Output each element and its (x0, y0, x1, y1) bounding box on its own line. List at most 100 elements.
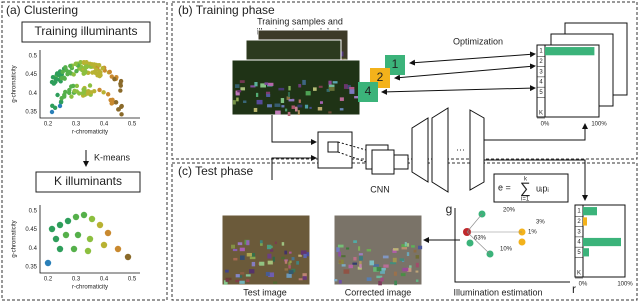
photo-texture (249, 269, 255, 274)
bar (583, 207, 597, 216)
photo-texture (338, 251, 341, 257)
photo-texture (380, 277, 384, 282)
point-label: 63% (474, 236, 487, 242)
cluster-dot (96, 221, 104, 229)
x-tick-label: 0.5 (128, 122, 137, 128)
panel-b-title: (b) Training phase (178, 3, 275, 17)
photo-texture (401, 247, 408, 250)
class-label: 1 (539, 49, 543, 55)
sample-dot (57, 103, 63, 109)
photo-texture (358, 256, 363, 261)
sample-dot (54, 71, 60, 76)
photo-texture (259, 240, 263, 244)
panel-c-title: (c) Test phase (178, 164, 253, 178)
cluster-dot (72, 213, 80, 221)
photo-texture (393, 271, 397, 276)
photo-texture (392, 257, 397, 263)
photo-texture (288, 262, 291, 267)
photo-texture (288, 251, 292, 254)
panel-b-frame (171, 1, 638, 160)
photo-texture (406, 267, 412, 272)
photo-texture (298, 278, 303, 281)
photo-texture (270, 249, 274, 252)
photo-texture (297, 110, 300, 115)
cluster-dot (88, 215, 96, 223)
photo-texture (243, 100, 247, 104)
photo-texture (225, 269, 229, 273)
formula-term: uᵢpᵢ (536, 183, 549, 193)
photo-texture (303, 253, 307, 259)
sample-dot (63, 89, 68, 95)
formula-sum: ∑ (520, 180, 531, 197)
photo-texture (359, 261, 362, 266)
photo-texture (349, 86, 355, 90)
class-label: K (539, 110, 543, 116)
g-axis-label: g (446, 202, 453, 216)
sample-dot (74, 68, 79, 74)
photo-texture (346, 85, 351, 89)
photo-texture (232, 248, 238, 252)
photo-texture (337, 244, 344, 248)
photo-texture (275, 110, 281, 115)
photo-texture (291, 257, 295, 261)
photo-texture (297, 104, 303, 108)
photo-texture (334, 279, 338, 282)
y-tick-label: 0.35 (25, 110, 37, 116)
photo-texture (298, 84, 302, 88)
sample-dot (94, 67, 99, 72)
cluster-dot (86, 235, 94, 243)
photo-texture (328, 86, 335, 91)
bar (545, 47, 595, 56)
photo-texture (381, 267, 386, 271)
photo-texture (366, 277, 372, 282)
photo-texture (251, 252, 256, 257)
sample-dot (80, 91, 86, 96)
photo-texture (328, 80, 332, 85)
photo-texture (400, 273, 406, 277)
photo-texture (274, 103, 281, 107)
sample-dot (62, 94, 67, 99)
photo-texture (286, 273, 292, 278)
photo-texture (373, 264, 379, 267)
photo-texture (319, 101, 323, 104)
sample-dot (82, 87, 87, 92)
connector (337, 151, 367, 163)
photo-texture (304, 104, 309, 109)
sample-dot (96, 63, 102, 68)
x-tick-label: 0.4 (100, 277, 109, 283)
cluster-point (466, 239, 474, 247)
label-box (35, 171, 141, 193)
photo-texture (237, 242, 243, 246)
sample-dot (51, 81, 57, 86)
sample-dot (73, 61, 78, 67)
photo-texture (300, 250, 307, 255)
photo-texture (383, 264, 389, 268)
point-label: 3% (536, 220, 545, 226)
optimization-arrow (409, 51, 536, 66)
photo-texture (267, 253, 272, 259)
y-tick-label: 0.45 (25, 227, 37, 233)
photo-texture (268, 272, 275, 278)
sample-dot (90, 70, 95, 75)
photo-texture (240, 255, 245, 260)
photo-texture (382, 255, 389, 259)
photo-texture (260, 83, 266, 88)
y-tick-label: 0.45 (25, 72, 37, 78)
cluster-dot (80, 211, 88, 219)
photo-texture (246, 252, 252, 257)
photo-texture (302, 276, 307, 280)
photo-texture (231, 244, 235, 249)
class-label: 1 (577, 209, 581, 215)
photo-texture (341, 255, 346, 258)
test-input-arrow (271, 155, 317, 180)
sample-class: 4 (365, 84, 372, 98)
photo-texture (245, 274, 251, 277)
axis-label: 100% (591, 122, 607, 128)
photo-texture (390, 262, 396, 265)
photo-texture (239, 247, 245, 252)
photo-texture (233, 257, 238, 261)
class-label: 5 (539, 90, 543, 96)
photo-texture (236, 97, 239, 102)
x-tick-label: 0.3 (72, 277, 81, 283)
photo-texture (336, 247, 340, 253)
